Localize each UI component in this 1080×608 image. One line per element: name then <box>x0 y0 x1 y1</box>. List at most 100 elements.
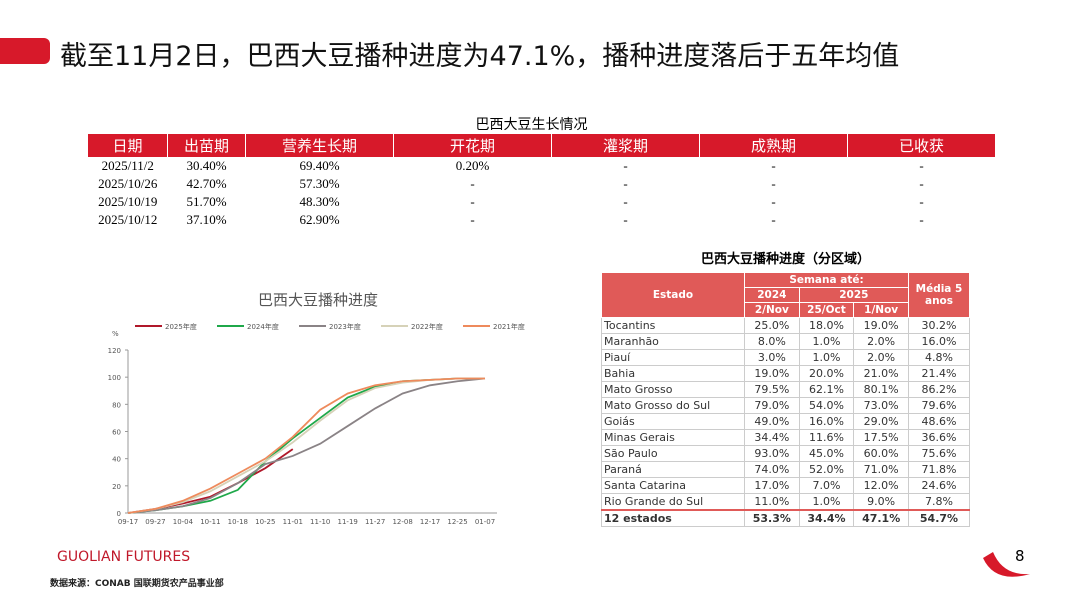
column-header: 2024 <box>744 287 800 303</box>
cell: - <box>623 194 628 209</box>
series-line <box>127 377 485 514</box>
cell: 12.0% <box>853 477 909 494</box>
x-tick-label: 11-19 <box>338 518 358 526</box>
title-marker <box>0 38 50 64</box>
cell: 30.2% <box>908 317 970 334</box>
cell: 11.0% <box>744 493 800 511</box>
cell: 73.0% <box>853 397 909 414</box>
series-line <box>127 377 485 514</box>
legend-label: 2023年度 <box>329 322 361 331</box>
row: São Paulo 93.0% 45.0% 60.0% 75.6% <box>601 445 970 462</box>
cell: 21.4% <box>908 365 970 382</box>
column-header: 已收获 <box>847 134 996 157</box>
cell: - <box>623 176 628 191</box>
cell: - <box>919 176 924 191</box>
header-row: 日期 出苗期 营养生长期 开花期 灌浆期 成熟期 已收获 <box>88 134 996 157</box>
cell: 2025/10/19 <box>98 194 158 209</box>
legend-label: 2022年度 <box>411 322 443 331</box>
cell: 93.0% <box>744 445 800 462</box>
cell: São Paulo <box>601 445 745 462</box>
cell: Piauí <box>601 349 745 366</box>
cell: 18.0% <box>798 317 855 334</box>
cell: 20.0% <box>798 365 855 382</box>
cell: - <box>771 212 776 227</box>
x-tick-label: 09-17 <box>118 518 138 526</box>
cell: 80.1% <box>853 381 909 398</box>
brand: GUOLIAN FUTURES <box>57 549 191 565</box>
cell: Bahia <box>601 365 745 382</box>
x-tick-label: 10-04 <box>173 518 194 526</box>
cell: 19.0% <box>853 317 909 334</box>
column-header: 日期 <box>88 134 168 157</box>
cell: Santa Catarina <box>601 477 745 494</box>
cell: 1.0% <box>798 349 855 366</box>
cell: 79.0% <box>744 397 800 414</box>
cell: 8.0% <box>744 333 800 350</box>
cell: 2.0% <box>853 333 909 350</box>
x-tick-label: 11-10 <box>310 518 330 526</box>
table-title: 巴西大豆播种进度（分区域） <box>700 252 870 267</box>
column-header: 灌浆期 <box>551 134 700 157</box>
x-tick-label: 12-25 <box>447 518 467 526</box>
cell: 16.0% <box>798 413 855 430</box>
cell: 51.70% <box>186 194 227 209</box>
cell: 62.90% <box>299 212 340 227</box>
y-tick-label: 40 <box>112 456 121 464</box>
series-line <box>127 377 485 514</box>
slide-title: 截至11月2日，巴西大豆播种进度为47.1%，播种进度落后于五年均值 <box>60 41 900 72</box>
y-tick-label: 60 <box>112 429 121 437</box>
row: Mato Grosso 79.5% 62.1% 80.1% 86.2% <box>601 381 970 398</box>
cell: 12 estados <box>601 509 745 527</box>
region-table: 巴西大豆播种进度（分区域） Estado Semana até: Média 5 an… <box>601 248 970 527</box>
cell: Mato Grosso <box>601 381 745 398</box>
row: Paraná 74.0% 52.0% 71.0% 71.8% <box>601 461 970 478</box>
cell: 16.0% <box>908 333 970 350</box>
row: Santa Catarina 17.0% 7.0% 12.0% 24.6% <box>601 477 970 494</box>
cell: 60.0% <box>853 445 909 462</box>
column-header: 营养生长期 <box>245 134 394 157</box>
cell: 3.0% <box>744 349 800 366</box>
y-unit: % <box>112 330 119 338</box>
legend-label: 2024年度 <box>247 322 279 331</box>
cell: 9.0% <box>853 493 909 511</box>
cell: Maranhão <box>601 333 745 350</box>
page-number: 8 <box>1015 547 1025 565</box>
cell: 2025/10/12 <box>98 212 158 227</box>
cell: 75.6% <box>908 445 970 462</box>
row: Tocantins 25.0% 18.0% 19.0% 30.2% <box>601 317 970 334</box>
chart: 巴西大豆播种进度% 0 20 40 60 80 100 120 09-17 09-27 10-04 1… <box>108 291 525 526</box>
cell: 54.7% <box>908 509 970 527</box>
column-header: 2/Nov <box>744 302 800 318</box>
x-tick-label: 09-27 <box>145 518 165 526</box>
cell: - <box>771 158 776 173</box>
cell: Rio Grande do Sul <box>601 493 745 511</box>
column-header: Média 5 anos <box>908 272 970 318</box>
cell: 2.0% <box>853 349 909 366</box>
cell: Minas Gerais <box>601 429 745 446</box>
growth-table: 巴西大豆生长情况 日期 出苗期 营养生长期 开花期 灌浆期 成熟期 已收获 2025/11/2 3… <box>88 114 996 229</box>
cell: Mato Grosso do Sul <box>601 397 745 414</box>
cell: - <box>771 194 776 209</box>
cell: 54.0% <box>798 397 855 414</box>
header-row: Estado Semana até: Média 5 anos <box>601 272 970 318</box>
cell: 1.0% <box>798 493 855 511</box>
cell: 17.0% <box>744 477 800 494</box>
cell: 79.6% <box>908 397 970 414</box>
row: Maranhão 8.0% 1.0% 2.0% 16.0% <box>601 333 970 350</box>
cell: - <box>623 158 628 173</box>
x-tick-label: 10-11 <box>200 518 220 526</box>
cell: 7.0% <box>798 477 855 494</box>
cell: 48.30% <box>299 194 340 209</box>
x-tick-label: 11-01 <box>283 518 303 526</box>
x-tick-label: 12-08 <box>392 518 412 526</box>
chart-title: 巴西大豆播种进度 <box>258 291 378 309</box>
x-tick-label: 01-07 <box>475 518 495 526</box>
cell: 0.20% <box>455 158 490 173</box>
cell: 45.0% <box>798 445 855 462</box>
cell: 24.6% <box>908 477 970 494</box>
column-header: 2025 <box>798 287 910 303</box>
cell: 79.5% <box>744 381 800 398</box>
cell: 19.0% <box>744 365 800 382</box>
y-tick-label: 80 <box>112 401 121 409</box>
